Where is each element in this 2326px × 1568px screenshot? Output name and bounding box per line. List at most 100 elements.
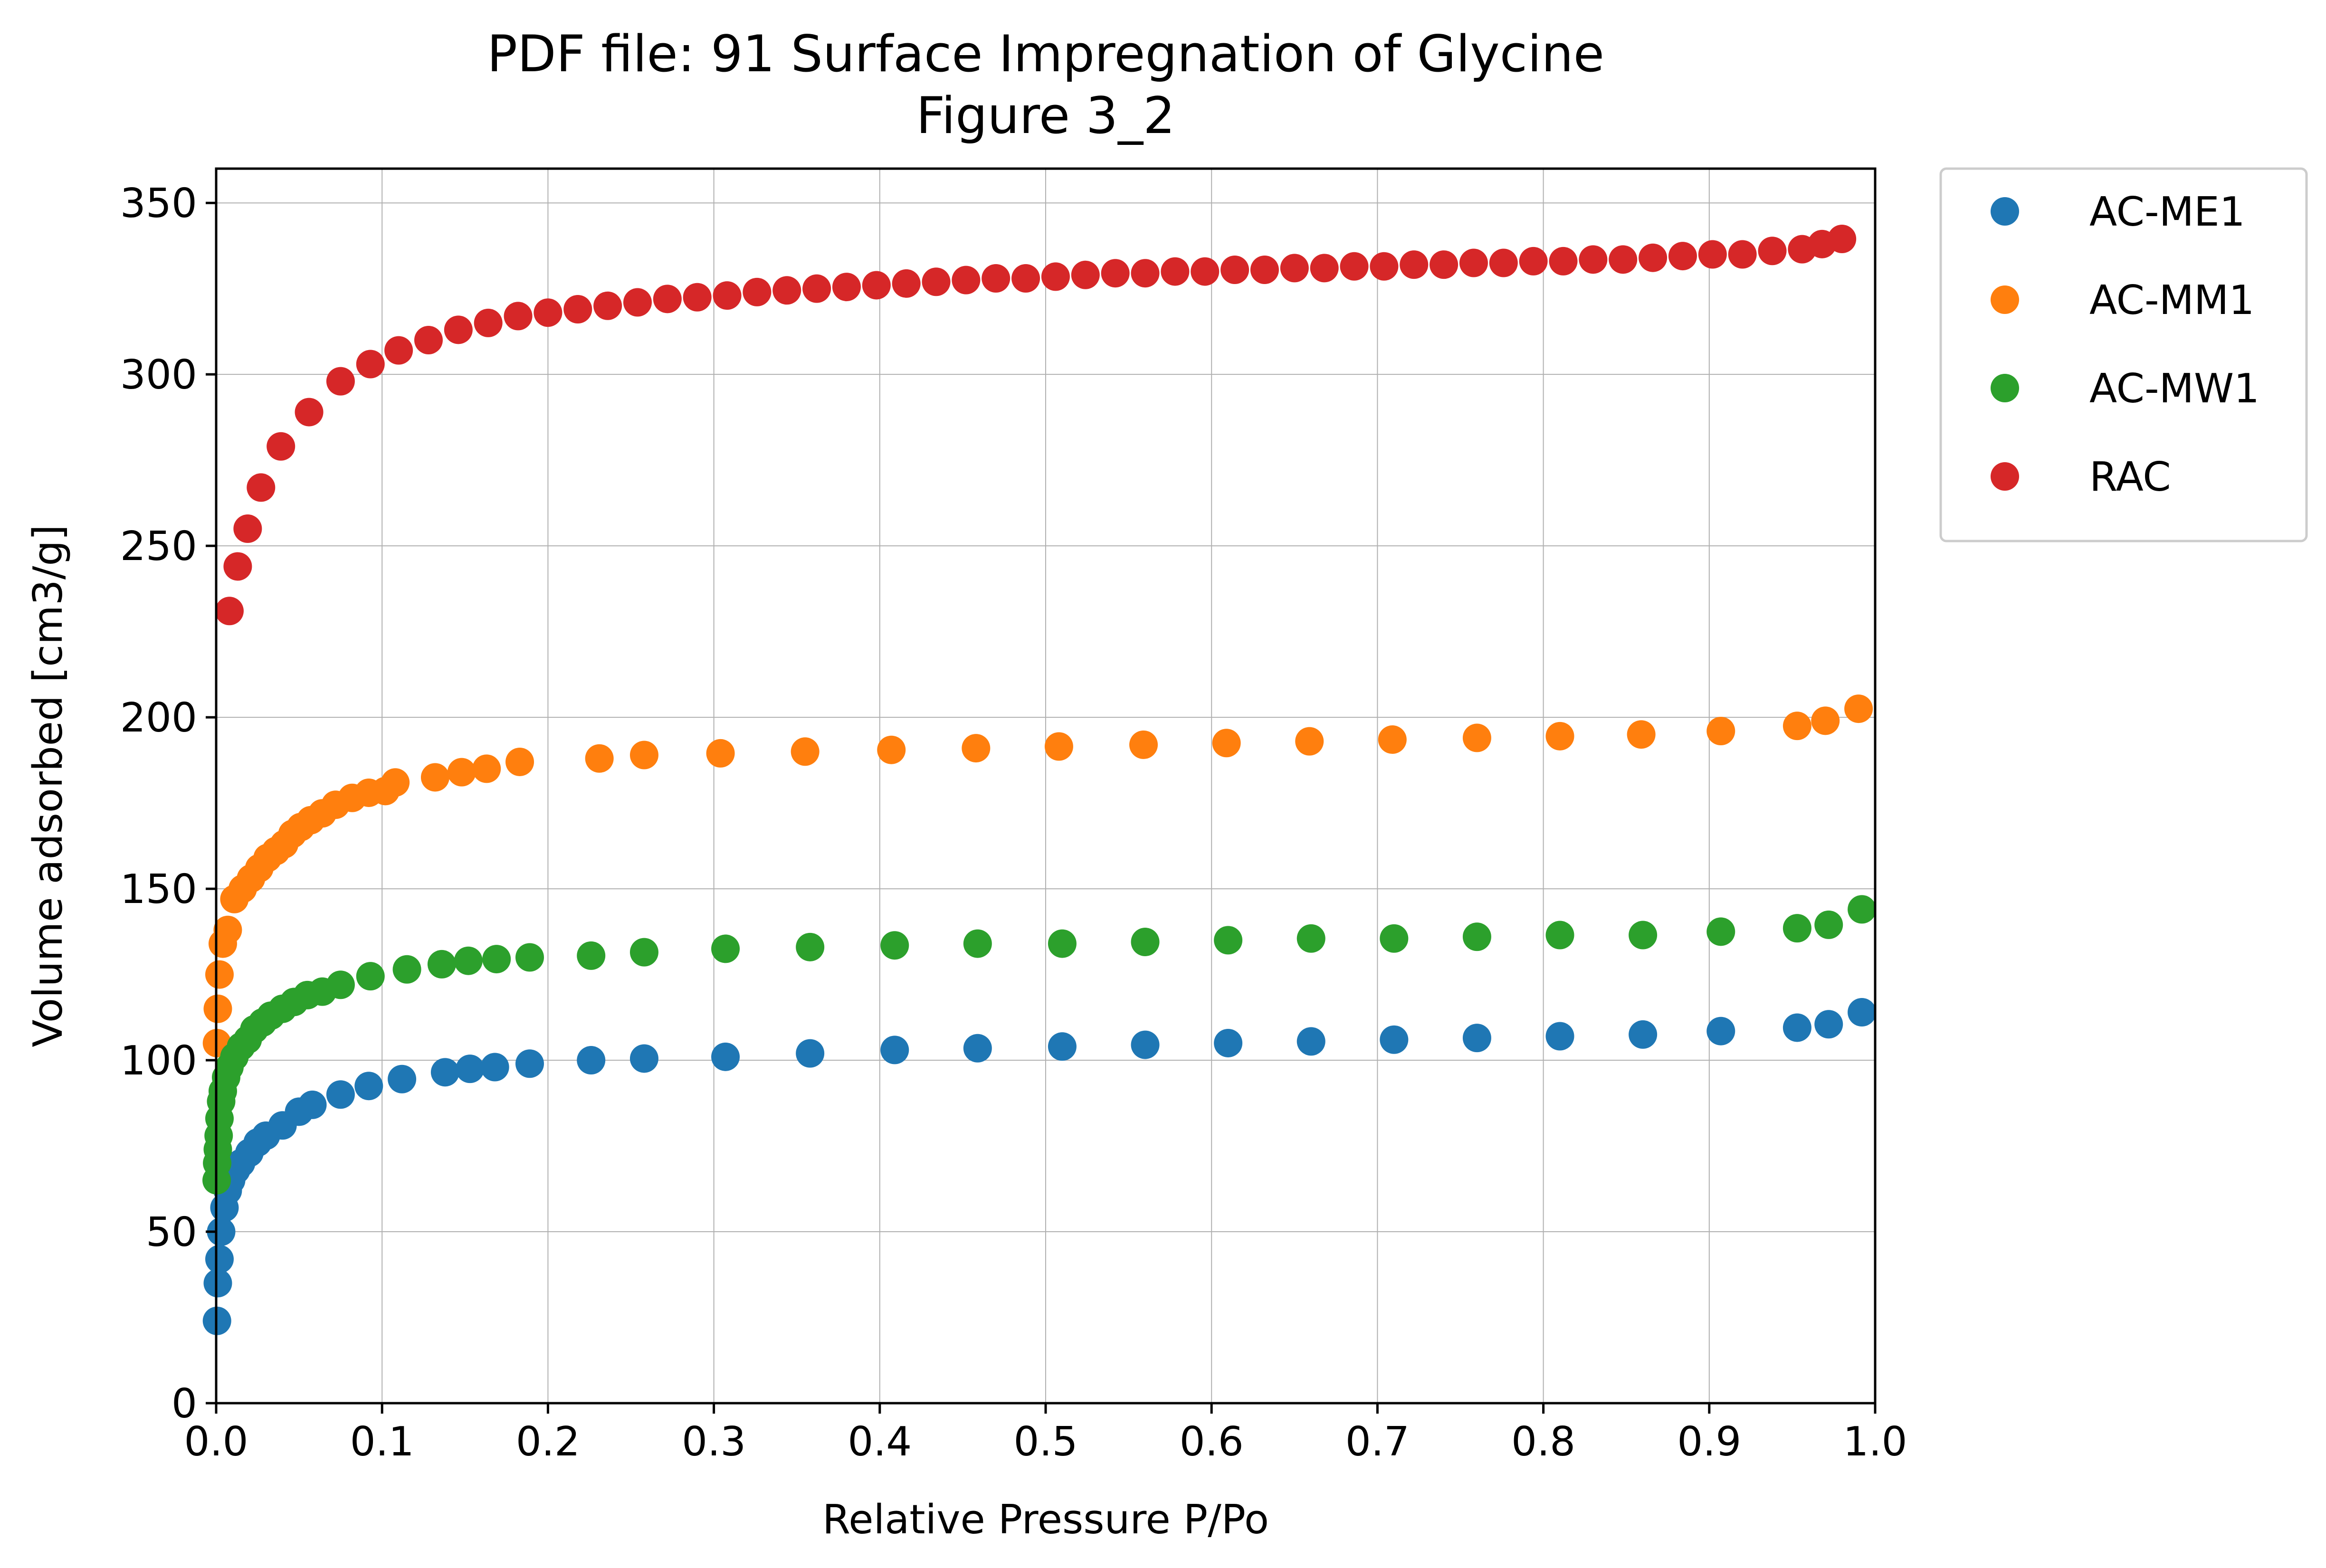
data-point [1161, 257, 1190, 286]
data-point [444, 315, 473, 344]
x-tick-label: 0.0 [184, 1418, 248, 1465]
y-tick-label: 0 [172, 1380, 197, 1427]
data-point [1131, 1030, 1160, 1059]
data-point [1783, 1013, 1811, 1042]
data-point [505, 747, 534, 776]
data-point [1310, 254, 1339, 283]
data-point [1214, 1028, 1243, 1057]
data-point [629, 1044, 658, 1073]
data-point [430, 1058, 459, 1087]
data-point [711, 1042, 740, 1071]
series-ac-me1 [202, 998, 1877, 1335]
data-point [1728, 240, 1757, 269]
y-tick-label: 50 [146, 1209, 197, 1256]
legend-marker [1991, 197, 2019, 226]
data-point [802, 274, 831, 303]
data-point [1519, 247, 1548, 276]
data-point [1706, 917, 1735, 946]
data-point [392, 955, 421, 984]
data-point [1627, 720, 1656, 749]
chart-title: PDF file: 91 Surface Impregnation of Gly… [487, 25, 1604, 83]
x-tick-label: 0.6 [1180, 1418, 1244, 1465]
data-point [456, 1055, 485, 1083]
data-point [629, 938, 658, 967]
data-point [384, 336, 413, 365]
data-point [1212, 729, 1241, 758]
data-point [213, 915, 242, 944]
data-point [880, 931, 909, 960]
data-point [420, 763, 449, 792]
data-point [326, 970, 355, 999]
data-point [1129, 730, 1158, 759]
data-point [1609, 245, 1638, 274]
data-point [381, 768, 410, 797]
x-axis-label: Relative Pressure P/Po [822, 1496, 1269, 1543]
data-point [515, 943, 544, 972]
data-point [1296, 924, 1325, 953]
data-point [388, 1064, 417, 1093]
data-point [683, 283, 712, 312]
data-point [585, 744, 614, 773]
data-point [247, 473, 276, 502]
y-tick-label: 300 [120, 352, 197, 399]
data-point [796, 1039, 825, 1068]
data-point [1048, 929, 1077, 958]
data-point [1048, 1032, 1077, 1061]
legend-label: AC-ME1 [2089, 189, 2245, 236]
data-point [1811, 706, 1840, 735]
legend-marker [1991, 285, 2019, 314]
data-point [472, 754, 501, 783]
data-point [207, 1217, 236, 1246]
data-point [203, 1269, 232, 1298]
data-point [653, 285, 682, 314]
data-point [1295, 727, 1324, 756]
data-point [1380, 1025, 1409, 1054]
data-point [963, 1034, 992, 1063]
series-ac-mw1 [202, 895, 1877, 1195]
y-tick-label: 200 [120, 694, 197, 741]
data-point [1848, 998, 1877, 1026]
data-point [963, 929, 992, 958]
y-tick-label: 150 [120, 866, 197, 913]
legend-marker [1991, 462, 2019, 491]
data-point [1380, 924, 1409, 953]
data-point [482, 945, 511, 974]
data-point [706, 739, 735, 768]
data-point [1545, 722, 1574, 751]
data-point [1462, 1024, 1491, 1053]
data-point [298, 1090, 327, 1119]
data-point [534, 298, 562, 327]
data-point [326, 367, 355, 396]
data-point [623, 288, 652, 317]
data-point [1131, 259, 1160, 288]
data-point [1783, 712, 1811, 741]
data-point [1814, 1010, 1843, 1039]
data-point [427, 950, 456, 979]
data-point [447, 758, 476, 787]
x-tick-label: 0.5 [1013, 1418, 1077, 1465]
data-point [205, 960, 234, 989]
data-point [1848, 895, 1877, 924]
data-point [1370, 252, 1399, 281]
data-point [1698, 240, 1727, 269]
data-point [1814, 910, 1843, 939]
data-point [267, 432, 296, 461]
legend-label: AC-MM1 [2089, 277, 2254, 324]
data-point [593, 291, 622, 320]
x-tick-label: 0.9 [1677, 1418, 1741, 1465]
data-point [892, 269, 921, 298]
data-point [1629, 1020, 1658, 1049]
data-point [1378, 725, 1407, 754]
data-point [1131, 927, 1160, 956]
data-point [1706, 716, 1735, 745]
data-point [880, 1036, 909, 1064]
data-point [1489, 248, 1518, 277]
data-point [414, 325, 443, 354]
y-tick-label: 100 [120, 1037, 197, 1084]
x-tick-label: 1.0 [1843, 1418, 1907, 1465]
data-point [1220, 255, 1249, 284]
data-point [1462, 723, 1491, 752]
data-point [772, 276, 801, 305]
data-point [504, 302, 533, 331]
data-point [515, 1049, 544, 1078]
